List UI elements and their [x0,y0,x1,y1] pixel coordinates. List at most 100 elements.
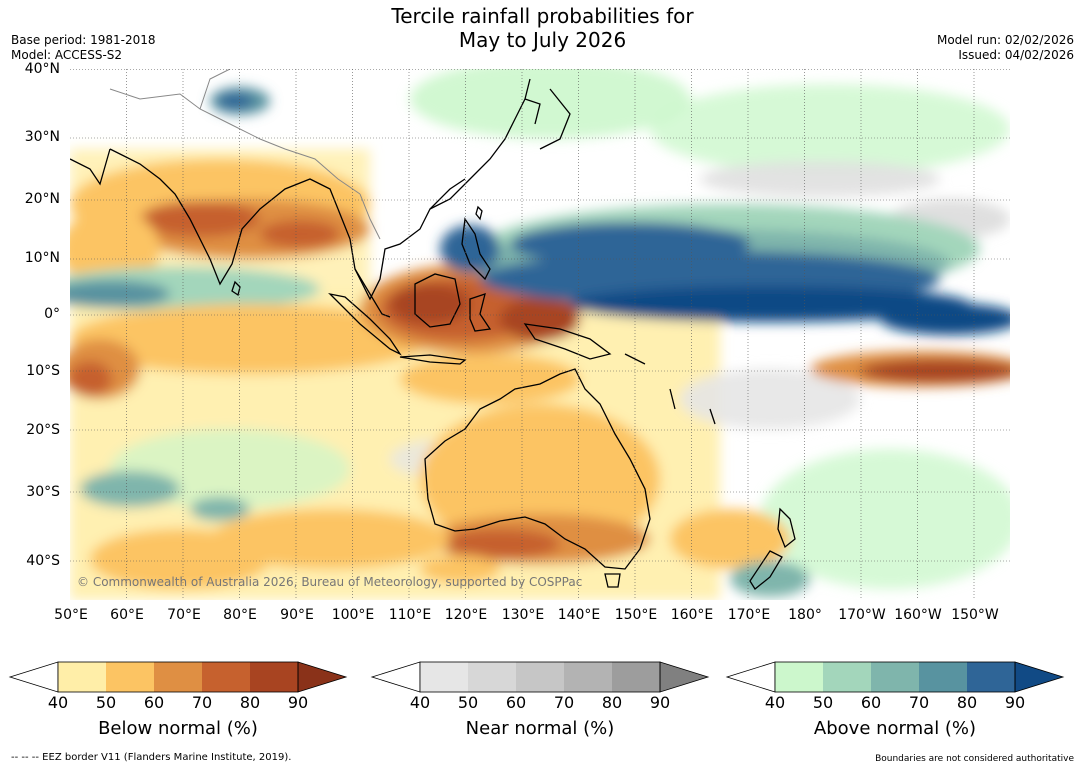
colorbar-below-swatch [106,662,154,692]
colorbar-below-extend-high [297,661,348,693]
china-coast [429,78,531,210]
cb-tick: 60 [143,693,165,712]
colorbar-above-swatch [775,662,823,692]
eez-border-note: -- -- -- EEZ border V11 (Flanders Marine… [11,752,292,763]
lon-label: 80°E [223,607,257,623]
lat-label: 20°N [24,191,60,207]
colorbar-near-swatch [468,662,516,692]
colorbar-above-swatch [823,662,871,692]
lon-label: 60°E [110,607,144,623]
lon-label: 130°E [501,607,545,623]
indochina-coast [337,178,466,301]
title-line-2: May to July 2026 [458,28,627,52]
colorbar-below-extend-low [8,661,59,693]
lon-label: 120°E [444,607,488,623]
probability-field [70,69,1010,600]
cb-tick: 90 [649,693,671,712]
cb-tick: 70 [553,693,575,712]
issued-date: Issued: 04/02/2026 [958,48,1074,62]
new-guinea [523,323,612,360]
cb-tick: 80 [601,693,623,712]
tasmania [604,573,621,588]
colorbar-below-swatch [250,662,298,692]
colorbar-near-normal [370,661,710,693]
lon-label: 140°E [557,607,601,623]
solomons-vanuatu [624,353,716,425]
cb-tick: 60 [860,693,882,712]
land-borders [109,69,381,240]
australia-coast [424,368,651,570]
cb-tick: 40 [764,693,786,712]
lon-label: 150°E [614,607,658,623]
copyright-text: © Commonwealth of Australia 2026, Bureau… [77,575,582,589]
new-zealand-north [777,507,796,549]
malay-peninsula [354,268,391,318]
cb-tick: 50 [457,693,479,712]
lon-label: 150°W [951,607,999,623]
lon-label: 50°E [54,607,88,623]
lon-label: 70°E [167,607,201,623]
cb-tick: 80 [956,693,978,712]
colorbar-below-normal [8,661,348,693]
map-panel: © Commonwealth of Australia 2026, Bureau… [70,69,1010,600]
lat-label: 30°S [26,484,60,500]
borneo [414,273,461,328]
graticule [70,69,1010,600]
colorbar-above-extend-low [725,661,776,693]
lat-label: 10°S [26,363,60,379]
philippines [461,217,491,281]
colorbar-legend [8,661,1065,693]
sri-lanka [231,280,241,297]
arabia-coast [70,148,111,186]
java [399,354,467,365]
coastlines [70,78,796,590]
colorbar-near-swatch [612,662,660,692]
lon-label: 110°E [388,607,432,623]
cb-tick: 70 [191,693,213,712]
colorbar-near-swatch [420,662,468,692]
colorbar-below-swatch [154,662,202,692]
lon-label: 160°W [894,607,942,623]
india-coast [109,148,339,286]
above-normal-title: Above normal (%) [813,718,977,739]
new-zealand-south [749,550,783,590]
cb-tick: 50 [95,693,117,712]
lat-label: 40°S [26,553,60,569]
boundary-note: Boundaries are not considered authoritat… [875,754,1074,764]
meta-left: Base period: 1981-2018 Model: ACCESS-S2 [11,33,156,63]
lat-label: 0° [44,306,60,322]
cb-tick: 70 [908,693,930,712]
lat-label: 40°N [24,61,60,77]
lon-label: 90°E [280,607,314,623]
colorbar-above-extend-high [1014,661,1065,693]
near-normal-title: Near normal (%) [465,718,615,739]
lon-label: 170°W [838,607,886,623]
colorbar-above-normal [725,661,1065,693]
colorbar-above-swatch [919,662,967,692]
cb-tick: 90 [287,693,309,712]
lat-label: 30°N [24,129,60,145]
model-run: Model run: 02/02/2026 [936,33,1074,47]
below-normal-title: Below normal (%) [98,718,258,739]
meta-right: Model run: 02/02/2026 Issued: 04/02/2026 [937,33,1074,63]
colorbar-near-extend-high [659,661,710,693]
colorbar-near-swatch [564,662,612,692]
sulawesi [469,293,492,332]
lon-label: 170°E [727,607,771,623]
cb-tick: 60 [505,693,527,712]
colorbar-above-swatch [871,662,919,692]
colorbar-near-swatch [516,662,564,692]
lon-label: 100°E [331,607,375,623]
colorbar-above-swatch [967,662,1015,692]
title-line-1: Tercile rainfall probabilities for [391,4,694,28]
taiwan [475,205,483,221]
model-name: Model: ACCESS-S2 [11,48,123,62]
colorbar-below-swatch [202,662,250,692]
lon-label: 180° [788,607,822,623]
lat-label: 20°S [26,422,60,438]
colorbar-below-swatch [58,662,106,692]
cb-tick: 80 [239,693,261,712]
cb-tick: 40 [47,693,69,712]
cb-tick: 90 [1004,693,1026,712]
sumatra [328,292,402,356]
